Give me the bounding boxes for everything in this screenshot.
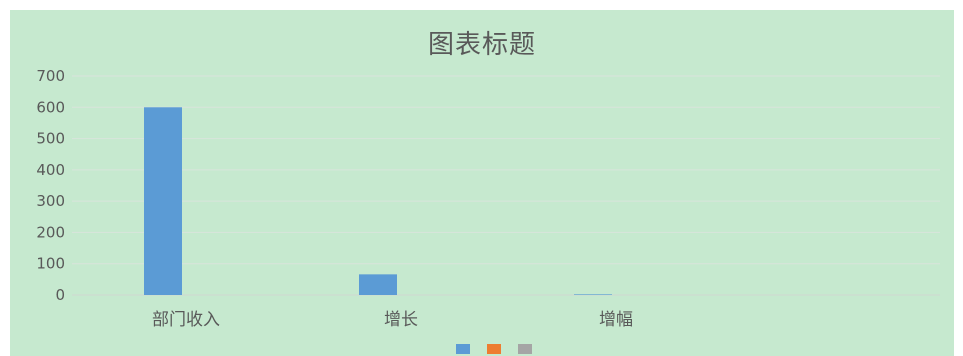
x-category-label-1: 增长 xyxy=(384,310,418,330)
x-category-label-0: 部门收入 xyxy=(152,310,220,330)
bar-2-series-0 xyxy=(574,294,612,295)
legend-swatch-0 xyxy=(456,344,470,354)
chart-area: 图表标题 0 100 200 300 400 500 600 700 部门收入 增长 增幅 xyxy=(10,10,954,356)
legend-swatch-2 xyxy=(518,344,532,354)
bar-0-series-0 xyxy=(144,107,182,296)
x-category-label-2: 增幅 xyxy=(599,310,633,330)
y-tick-label-0: 0 xyxy=(55,286,65,304)
y-tick-label-300: 300 xyxy=(36,192,65,210)
y-tick-label-500: 500 xyxy=(36,130,65,148)
chart-title: 图表标题 xyxy=(427,30,536,60)
y-tick-label-400: 400 xyxy=(36,161,65,179)
chart-plot: 0 100 200 300 400 500 600 700 部门收入 增长 增幅 xyxy=(36,67,940,354)
legend-swatch-1 xyxy=(487,344,501,354)
y-tick-label-200: 200 xyxy=(36,223,65,241)
bar-1-series-0 xyxy=(359,274,397,295)
y-tick-label-100: 100 xyxy=(36,255,65,273)
y-tick-label-600: 600 xyxy=(36,98,65,116)
y-tick-label-700: 700 xyxy=(36,67,65,85)
